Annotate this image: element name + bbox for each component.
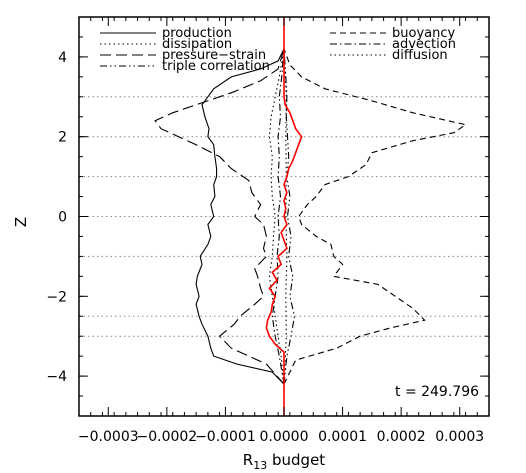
series-lines bbox=[154, 17, 467, 416]
x-tick-label: −0.0003 bbox=[78, 429, 139, 445]
legend-label: dissipation bbox=[162, 37, 232, 52]
x-axis-label: R13 budget bbox=[243, 451, 326, 472]
time-annotation: t = 249.796 bbox=[395, 384, 479, 400]
series-line-production bbox=[195, 48, 285, 385]
series-line-pressure-strain bbox=[154, 48, 285, 385]
legend: productiondissipationpressure−straintrip… bbox=[100, 26, 456, 74]
y-tick-label: −2 bbox=[46, 289, 67, 305]
y-axis-label: Z bbox=[12, 217, 30, 227]
legend-label: diffusion bbox=[392, 48, 448, 63]
legend-label: triple correlation bbox=[162, 59, 270, 74]
y-tick-label: −4 bbox=[46, 369, 67, 385]
x-axis-label-main: R bbox=[243, 451, 253, 469]
y-tick-label: 0 bbox=[58, 210, 67, 226]
series-line-triple-correlation bbox=[283, 48, 296, 385]
x-tick-label: 0.0000 bbox=[260, 429, 309, 445]
series-line-buoyancy bbox=[283, 48, 467, 385]
x-axis-label-subscript: 13 bbox=[253, 459, 267, 472]
legend-label: pressure−strain bbox=[162, 48, 266, 63]
x-tick-label: −0.0002 bbox=[136, 429, 197, 445]
x-axis-label-rest: budget bbox=[267, 451, 325, 469]
legend-label: production bbox=[162, 26, 232, 41]
x-tick-label: 0.0002 bbox=[377, 429, 426, 445]
y-tick-label: 2 bbox=[58, 130, 67, 146]
legend-label: buoyancy bbox=[392, 26, 455, 41]
series-line-dissipation bbox=[268, 48, 285, 385]
series-line-diffusion bbox=[283, 48, 288, 385]
series-line-advection bbox=[271, 48, 285, 385]
y-tick-label: 4 bbox=[58, 50, 67, 66]
axis-ticks: −0.0003−0.0002−0.0001 0.0000 0.0001 0.0002 0… bbox=[46, 16, 490, 445]
x-tick-label: 0.0001 bbox=[318, 429, 367, 445]
legend-label: advection bbox=[392, 37, 456, 52]
x-tick-label: −0.0001 bbox=[195, 429, 256, 445]
grid-lines bbox=[79, 96, 489, 337]
series-line-sum bbox=[265, 17, 303, 416]
x-tick-label: 0.0003 bbox=[435, 429, 484, 445]
